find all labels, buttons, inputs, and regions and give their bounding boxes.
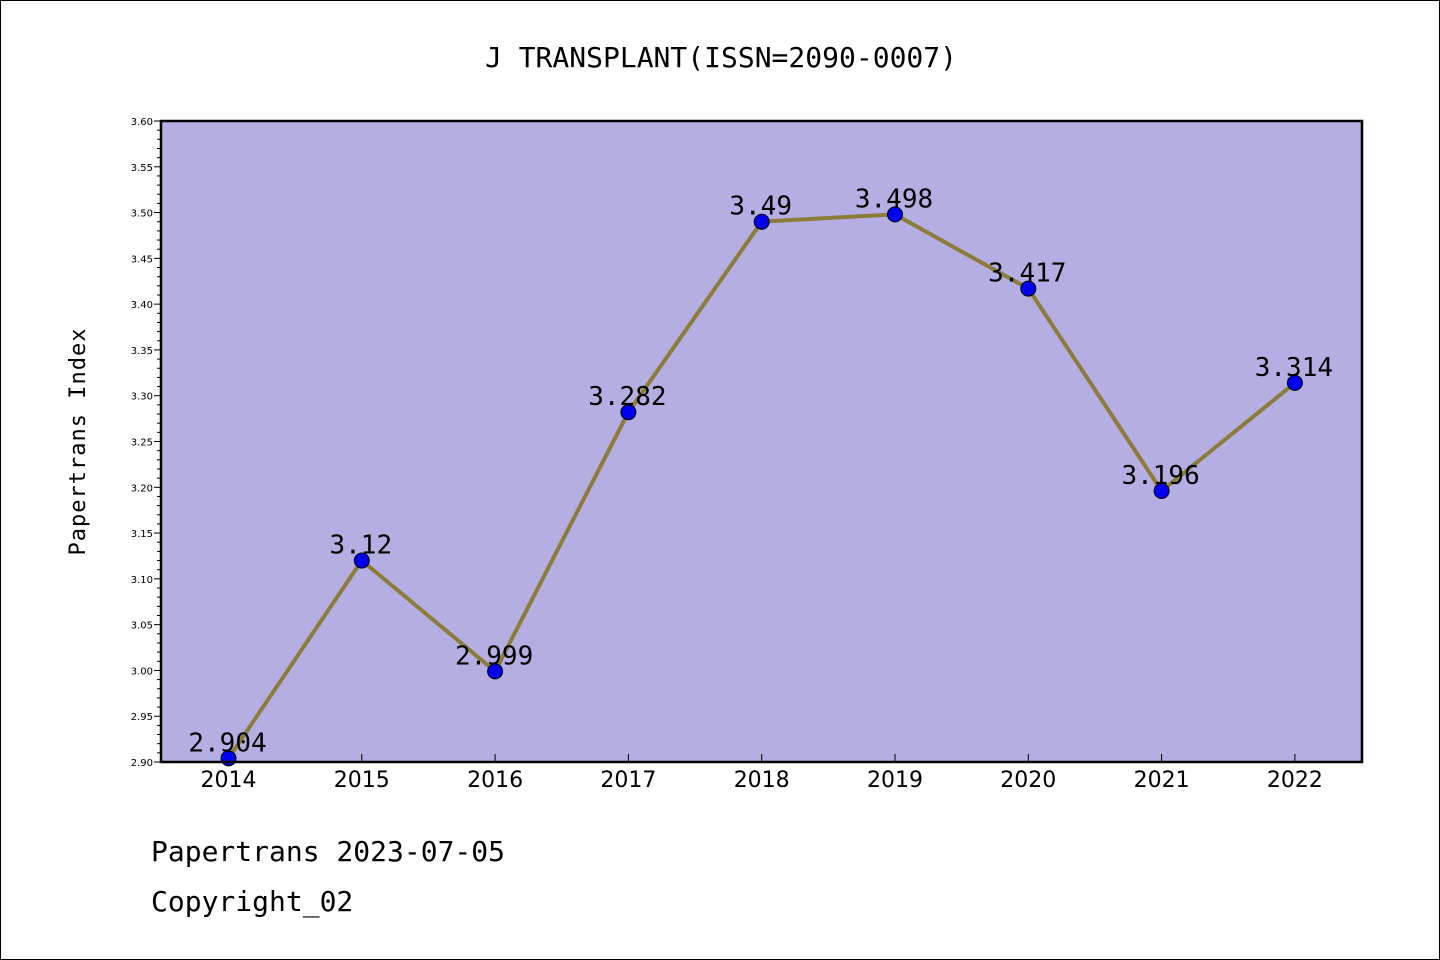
data-label: 3.498: [855, 184, 933, 214]
x-tick-label: 2017: [600, 768, 656, 793]
y-tick-label: 3.40: [131, 300, 153, 311]
x-tick-label: 2016: [467, 768, 523, 793]
data-label: 3.196: [1121, 461, 1199, 491]
x-tick-label: 2020: [1000, 768, 1056, 793]
data-point: [1020, 280, 1037, 297]
data-label: 3.12: [329, 531, 392, 561]
y-tick-label: 3.00: [131, 666, 153, 677]
y-tick-label: 3.55: [131, 163, 153, 174]
data-label: 3.282: [588, 382, 666, 412]
y-tick-label: 2.95: [131, 712, 153, 723]
data-point: [887, 206, 903, 223]
x-tick-label: 2019: [867, 768, 923, 793]
y-tick-label: 3.05: [131, 621, 153, 632]
data-label: 2.904: [188, 728, 266, 758]
y-axis-label: Papertrans Index: [66, 328, 91, 556]
x-tick-label: 2021: [1134, 768, 1190, 793]
data-label: 3.49: [729, 192, 792, 222]
y-tick-label: 3.20: [131, 483, 153, 494]
y-tick-label: 3.35: [131, 346, 153, 357]
x-tick-label: 2022: [1267, 768, 1323, 793]
y-tick-label: 3.60: [131, 117, 153, 128]
data-point: [487, 663, 504, 680]
x-tick-label: 2014: [201, 768, 257, 793]
chart-title: J TRANSPLANT(ISSN=2090-0007): [485, 41, 957, 74]
data-label: 3.314: [1255, 353, 1333, 383]
data-label: 2.999: [455, 641, 533, 671]
x-tick-label: 2018: [734, 768, 790, 793]
y-tick-label: 2.90: [131, 758, 153, 769]
y-tick-label: 3.50: [131, 209, 153, 220]
data-label: 3.417: [988, 259, 1066, 289]
y-tick-label: 3.45: [131, 254, 153, 265]
footer-date: Papertrans 2023-07-05: [151, 835, 506, 868]
y-tick-label: 3.15: [131, 529, 153, 540]
data-point: [1286, 374, 1303, 391]
data-point: [1153, 482, 1170, 499]
y-tick-label: 3.10: [131, 575, 153, 586]
data-point: [620, 404, 637, 421]
y-tick-label: 3.30: [131, 392, 153, 403]
data-point: [353, 552, 370, 569]
y-tick-label: 3.25: [131, 438, 153, 449]
data-point: [753, 213, 770, 230]
footer-copyright: Copyright_02: [151, 885, 354, 918]
x-tick-label: 2015: [334, 768, 390, 793]
axes-frame: [159, 119, 1364, 764]
